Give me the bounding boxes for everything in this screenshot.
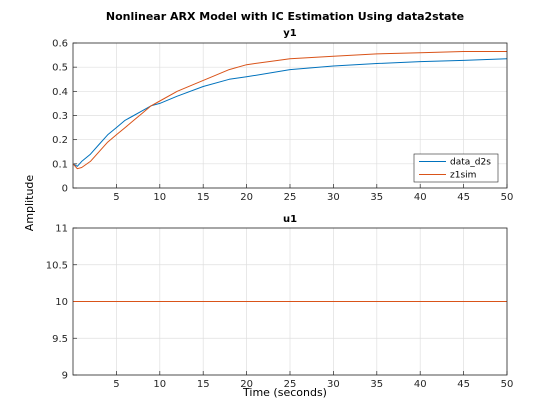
x-tick-label: 25 [284, 379, 297, 390]
y-axis-label: Amplitude [23, 175, 36, 232]
subplot-y1: 5 10 15 20 25 30 35 40 45 50 0 0.1 0.2 0.3 0.4 0.5 0.6 y… [52, 28, 513, 203]
ticks-y1: 5 10 15 20 25 30 35 40 45 50 0 0.1 0.2 0.3 0.4 0.5 0.6 [52, 39, 513, 204]
figure-title: Nonlinear ARX Model with IC Estimation U… [106, 10, 464, 23]
ticks-u1: 5 10 15 20 25 30 35 40 45 50 9 9.5 10 10.5 11 [46, 224, 514, 391]
axes-box-y1 [72, 42, 508, 189]
y-tick-label: 9 [62, 371, 68, 382]
x-tick-label: 30 [327, 192, 340, 203]
y-tick-label: 0.6 [52, 39, 68, 50]
x-tick-label: 5 [113, 192, 119, 203]
x-tick-label: 5 [113, 379, 119, 390]
y-tick-label: 0.4 [52, 87, 68, 98]
series-line-data-d2s-y1 [72, 58, 508, 167]
series-lines-y1 [72, 51, 508, 170]
x-tick-label: 15 [197, 192, 210, 203]
x-tick-label: 45 [457, 192, 470, 203]
axes-box-u1 [72, 227, 508, 376]
y-tick-label: 9.5 [52, 334, 68, 345]
legend-label-data-d2s: data_d2s [450, 158, 491, 168]
y-tick-label: 10.5 [46, 260, 68, 271]
x-tick-label: 40 [414, 379, 427, 390]
y-tick-label: 11 [55, 224, 68, 235]
x-axis-label: Time (seconds) [242, 386, 327, 399]
x-tick-label: 30 [327, 379, 340, 390]
x-tick-label: 15 [197, 379, 210, 390]
x-tick-label: 25 [284, 192, 297, 203]
y-tick-label: 0.2 [52, 135, 68, 146]
y-tick-label: 0.5 [52, 63, 68, 74]
series-line-z1sim-y1 [72, 51, 507, 170]
x-tick-label: 50 [501, 192, 514, 203]
x-tick-label: 50 [501, 379, 514, 390]
x-tick-label: 40 [414, 192, 427, 203]
y-tick-label: 0.1 [52, 159, 68, 170]
x-tick-label: 20 [240, 192, 253, 203]
y-tick-label: 10 [55, 297, 68, 308]
x-tick-label: 10 [153, 379, 166, 390]
subplot-title-u1: u1 [283, 214, 297, 225]
x-tick-label: 35 [370, 192, 383, 203]
subplot-u1: 5 10 15 20 25 30 35 40 45 50 9 9.5 10 10.5 11 u1 [46, 214, 514, 390]
y-tick-label: 0.3 [52, 111, 68, 122]
x-tick-label: 35 [370, 379, 383, 390]
y-tick-label: 0 [62, 184, 68, 195]
x-tick-label: 10 [153, 192, 166, 203]
legend-label-z1sim: z1sim [450, 171, 476, 181]
legend: data_d2s z1sim [413, 153, 499, 183]
subplot-title-y1: y1 [283, 28, 297, 39]
x-tick-label: 20 [240, 379, 253, 390]
x-tick-label: 45 [457, 379, 470, 390]
legend-box [413, 153, 499, 183]
